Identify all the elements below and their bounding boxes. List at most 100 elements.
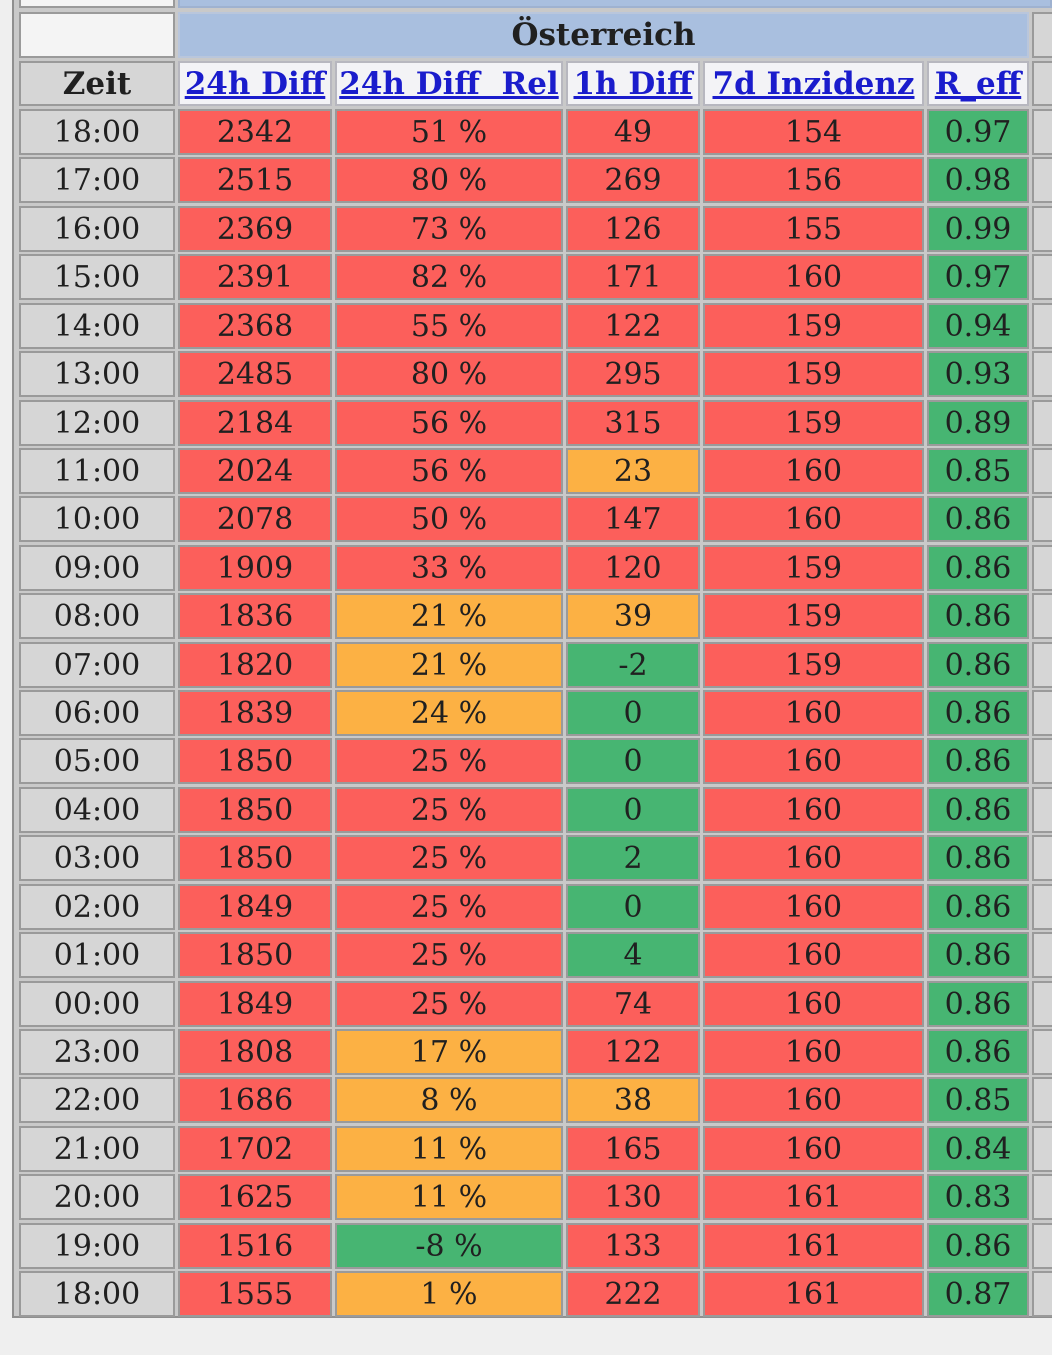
top-header-bar bbox=[178, 0, 1052, 8]
right-edge-cell bbox=[1032, 448, 1052, 494]
cell-1h-diff: 38 bbox=[566, 1077, 700, 1123]
cell-zeit: 14:00 bbox=[19, 303, 175, 349]
cell-r-eff: 0.87 bbox=[927, 1271, 1029, 1317]
column-header-r-eff[interactable]: R_eff bbox=[927, 61, 1029, 106]
right-edge-cell bbox=[1032, 787, 1052, 833]
cell-1h-diff: 222 bbox=[566, 1271, 700, 1317]
right-edge-cell bbox=[1032, 690, 1052, 736]
cell-24h-diff-rel: 25 % bbox=[335, 884, 563, 930]
cell-zeit: 11:00 bbox=[19, 448, 175, 494]
cell-r-eff: 0.86 bbox=[927, 593, 1029, 639]
cell-7d-inzidenz: 160 bbox=[703, 1077, 924, 1123]
cell-24h-diff-rel: 21 % bbox=[335, 593, 563, 639]
cell-7d-inzidenz: 155 bbox=[703, 206, 924, 252]
cell-7d-inzidenz: 160 bbox=[703, 448, 924, 494]
column-header-7d-inzidenz[interactable]: 7d Inzidenz bbox=[703, 61, 924, 106]
cell-7d-inzidenz: 160 bbox=[703, 496, 924, 542]
column-header-1h-diff[interactable]: 1h Diff bbox=[566, 61, 700, 106]
cell-r-eff: 0.85 bbox=[927, 448, 1029, 494]
sort-link-1h-diff[interactable]: 1h Diff bbox=[573, 65, 693, 102]
cell-24h-diff-rel: 11 % bbox=[335, 1126, 563, 1172]
cell-r-eff: 0.89 bbox=[927, 400, 1029, 446]
cell-r-eff: 0.94 bbox=[927, 303, 1029, 349]
cell-24h-diff: 1849 bbox=[178, 884, 332, 930]
cell-1h-diff: 122 bbox=[566, 1029, 700, 1075]
cell-24h-diff-rel: 56 % bbox=[335, 400, 563, 446]
right-edge-cell bbox=[1032, 351, 1052, 397]
cell-24h-diff: 1820 bbox=[178, 642, 332, 688]
cell-1h-diff: 165 bbox=[566, 1126, 700, 1172]
right-edge-cell bbox=[1032, 981, 1052, 1027]
cell-1h-diff: 120 bbox=[566, 545, 700, 591]
cell-7d-inzidenz: 159 bbox=[703, 351, 924, 397]
sort-link-24h-diff-rel[interactable]: 24h Diff Rel bbox=[339, 65, 559, 102]
right-edge-cell bbox=[1032, 254, 1052, 300]
cell-zeit: 20:00 bbox=[19, 1174, 175, 1220]
cell-24h-diff: 2485 bbox=[178, 351, 332, 397]
cell-r-eff: 0.84 bbox=[927, 1126, 1029, 1172]
cell-24h-diff-rel: 25 % bbox=[335, 981, 563, 1027]
cell-1h-diff: 147 bbox=[566, 496, 700, 542]
cell-r-eff: 0.86 bbox=[927, 545, 1029, 591]
cell-r-eff: 0.97 bbox=[927, 254, 1029, 300]
cell-7d-inzidenz: 161 bbox=[703, 1174, 924, 1220]
cell-24h-diff: 1839 bbox=[178, 690, 332, 736]
column-header-24h-diff[interactable]: 24h Diff bbox=[178, 61, 332, 106]
cell-24h-diff: 1849 bbox=[178, 981, 332, 1027]
right-edge-cell bbox=[1032, 496, 1052, 542]
right-edge-cell bbox=[1032, 400, 1052, 446]
cell-r-eff: 0.86 bbox=[927, 738, 1029, 784]
right-edge-cell bbox=[1032, 545, 1052, 591]
cell-1h-diff: 0 bbox=[566, 690, 700, 736]
cell-r-eff: 0.93 bbox=[927, 351, 1029, 397]
cell-24h-diff-rel: 73 % bbox=[335, 206, 563, 252]
cell-1h-diff: 4 bbox=[566, 932, 700, 978]
cell-24h-diff: 1836 bbox=[178, 593, 332, 639]
cell-24h-diff: 2078 bbox=[178, 496, 332, 542]
cell-7d-inzidenz: 159 bbox=[703, 642, 924, 688]
cell-r-eff: 0.86 bbox=[927, 690, 1029, 736]
cell-zeit: 03:00 bbox=[19, 835, 175, 881]
column-header-zeit: Zeit bbox=[19, 61, 175, 106]
cell-1h-diff: 269 bbox=[566, 157, 700, 203]
cell-24h-diff-rel: 25 % bbox=[335, 738, 563, 784]
cell-zeit: 23:00 bbox=[19, 1029, 175, 1075]
cell-24h-diff-rel: 50 % bbox=[335, 496, 563, 542]
sort-link-r-eff[interactable]: R_eff bbox=[934, 65, 1022, 102]
region-title: Österreich bbox=[511, 17, 696, 53]
cell-24h-diff: 2368 bbox=[178, 303, 332, 349]
cell-zeit: 10:00 bbox=[19, 496, 175, 542]
cell-7d-inzidenz: 160 bbox=[703, 254, 924, 300]
cell-zeit: 13:00 bbox=[19, 351, 175, 397]
right-edge-cell bbox=[1032, 835, 1052, 881]
cell-zeit: 02:00 bbox=[19, 884, 175, 930]
cell-24h-diff: 1625 bbox=[178, 1174, 332, 1220]
cell-24h-diff-rel: 55 % bbox=[335, 303, 563, 349]
sort-link-7d-inzidenz[interactable]: 7d Inzidenz bbox=[712, 65, 915, 102]
cell-7d-inzidenz: 160 bbox=[703, 787, 924, 833]
cell-zeit: 18:00 bbox=[19, 109, 175, 155]
cell-24h-diff-rel: 33 % bbox=[335, 545, 563, 591]
sort-link-24h-diff[interactable]: 24h Diff bbox=[184, 65, 326, 102]
cell-24h-diff-rel: 8 % bbox=[335, 1077, 563, 1123]
cell-24h-diff-rel: 17 % bbox=[335, 1029, 563, 1075]
cell-24h-diff: 2184 bbox=[178, 400, 332, 446]
cell-24h-diff-rel: -8 % bbox=[335, 1223, 563, 1269]
cell-zeit: 16:00 bbox=[19, 206, 175, 252]
cell-24h-diff-rel: 1 % bbox=[335, 1271, 563, 1317]
cell-zeit: 22:00 bbox=[19, 1077, 175, 1123]
cell-zeit: 07:00 bbox=[19, 642, 175, 688]
cell-zeit: 21:00 bbox=[19, 1126, 175, 1172]
cell-r-eff: 0.99 bbox=[927, 206, 1029, 252]
cell-1h-diff: 0 bbox=[566, 787, 700, 833]
cell-24h-diff-rel: 82 % bbox=[335, 254, 563, 300]
cell-7d-inzidenz: 159 bbox=[703, 303, 924, 349]
cell-24h-diff: 2024 bbox=[178, 448, 332, 494]
cell-r-eff: 0.86 bbox=[927, 884, 1029, 930]
cell-24h-diff: 1850 bbox=[178, 932, 332, 978]
cell-24h-diff-rel: 24 % bbox=[335, 690, 563, 736]
cell-1h-diff: 295 bbox=[566, 351, 700, 397]
region-header: Österreich bbox=[178, 12, 1029, 58]
column-header-24h-diff-rel[interactable]: 24h Diff Rel bbox=[335, 61, 563, 106]
cell-zeit: 01:00 bbox=[19, 932, 175, 978]
